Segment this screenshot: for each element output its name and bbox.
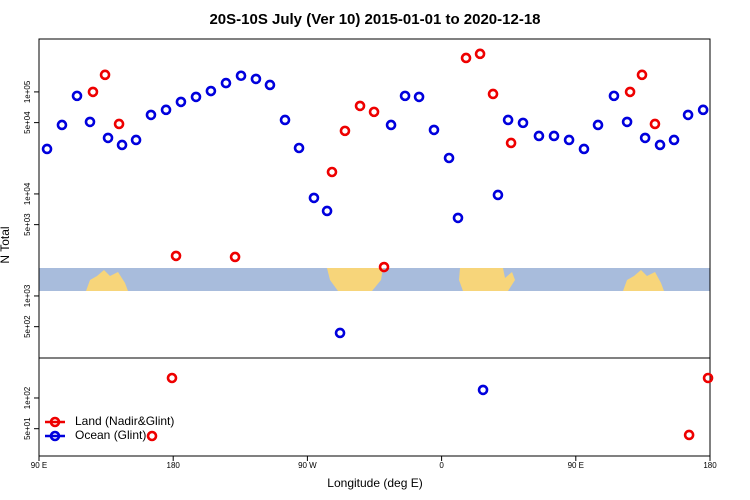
legend-label: Ocean (Glint) xyxy=(75,428,146,442)
point xyxy=(682,109,694,121)
x-axis-label: Longitude (deg E) xyxy=(327,476,422,490)
legend-marker xyxy=(49,430,61,442)
point xyxy=(474,48,486,60)
point xyxy=(235,70,247,82)
y-tick-label: 5e+02 xyxy=(23,315,32,338)
y-tick-label: 5e+01 xyxy=(23,417,32,440)
point xyxy=(293,142,305,154)
point xyxy=(71,90,83,102)
point xyxy=(378,261,390,273)
point xyxy=(250,73,262,85)
point xyxy=(639,132,651,144)
point xyxy=(413,91,425,103)
point xyxy=(321,205,333,217)
point xyxy=(220,77,232,89)
legend-label: Land (Nadir&Glint) xyxy=(75,414,174,428)
y-tick-label: 1e+03 xyxy=(23,284,32,307)
y-tick-label: 5e+03 xyxy=(23,213,32,236)
point xyxy=(624,86,636,98)
point xyxy=(477,384,489,396)
point xyxy=(654,139,666,151)
point xyxy=(487,88,499,100)
legend-marker xyxy=(49,416,61,428)
point xyxy=(130,134,142,146)
point xyxy=(548,130,560,142)
y-axis-label: N Total xyxy=(0,226,12,263)
point xyxy=(229,251,241,263)
point xyxy=(190,91,202,103)
y-tick-label: 5e+04 xyxy=(23,111,32,134)
point xyxy=(113,118,125,130)
y-tick-label: 1e+05 xyxy=(23,80,32,103)
point xyxy=(533,130,545,142)
x-tick-label: 180 xyxy=(703,461,717,470)
point xyxy=(279,114,291,126)
map-strip xyxy=(39,268,710,291)
point xyxy=(87,86,99,98)
land-shape xyxy=(623,270,664,291)
point xyxy=(428,124,440,136)
chart-title: 20S-10S July (Ver 10) 2015-01-01 to 2020… xyxy=(209,11,540,28)
point xyxy=(460,52,472,64)
point xyxy=(116,139,128,151)
point xyxy=(702,372,714,384)
point xyxy=(492,189,504,201)
land-shape xyxy=(327,268,383,291)
point xyxy=(452,212,464,224)
point xyxy=(205,85,217,97)
point xyxy=(102,132,114,144)
y-tick-label: 1e+02 xyxy=(23,386,32,409)
point xyxy=(170,250,182,262)
x-tick-label: 90 E xyxy=(568,461,584,470)
point xyxy=(621,116,633,128)
point xyxy=(354,100,366,112)
point xyxy=(175,96,187,108)
point xyxy=(608,90,620,102)
point xyxy=(146,430,158,442)
land-shape xyxy=(459,268,515,291)
x-tick-label: 90 W xyxy=(298,461,317,470)
x-tick-label: 180 xyxy=(167,461,181,470)
point xyxy=(563,134,575,146)
point xyxy=(636,69,648,81)
plot-frame xyxy=(38,38,711,457)
y-tick-label: 1e+04 xyxy=(23,182,32,205)
x-tick-label: 0 xyxy=(439,461,444,470)
point xyxy=(517,117,529,129)
point xyxy=(368,106,380,118)
point xyxy=(578,143,590,155)
point xyxy=(399,90,411,102)
point xyxy=(84,116,96,128)
point xyxy=(56,119,68,131)
point xyxy=(502,114,514,126)
point xyxy=(683,429,695,441)
point xyxy=(505,137,517,149)
point xyxy=(385,119,397,131)
point xyxy=(308,192,320,204)
point xyxy=(145,109,157,121)
point xyxy=(443,152,455,164)
point xyxy=(649,118,661,130)
x-tick-label: 90 E xyxy=(31,461,47,470)
point xyxy=(264,79,276,91)
point xyxy=(166,372,178,384)
point xyxy=(668,134,680,146)
point xyxy=(334,327,346,339)
point xyxy=(41,143,53,155)
land-shape xyxy=(86,270,128,291)
point xyxy=(592,119,604,131)
point xyxy=(160,104,172,116)
point xyxy=(339,125,351,137)
point xyxy=(326,166,338,178)
point xyxy=(697,104,709,116)
point xyxy=(99,69,111,81)
